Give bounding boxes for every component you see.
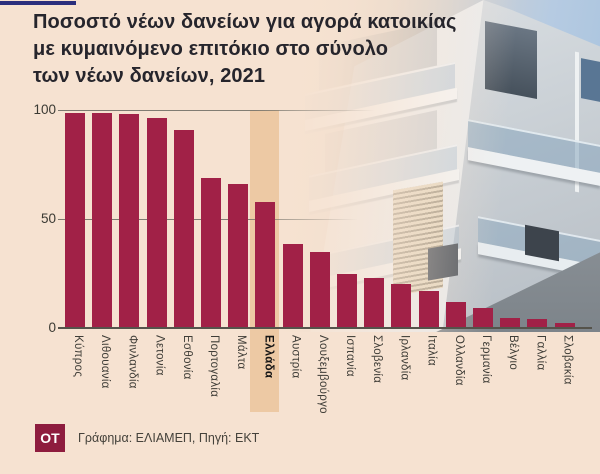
page-title: Ποσοστό νέων δανείων για αγορά κατοικίας… xyxy=(33,9,457,90)
x-axis-label: Ισπανία xyxy=(344,335,356,377)
bar xyxy=(309,251,330,328)
x-axis-label: Λουξεμβούργο xyxy=(316,335,329,414)
x-axis-label: Ελλάδα xyxy=(262,335,275,379)
bar xyxy=(391,284,412,328)
x-axis-label: Λετονία xyxy=(153,335,166,376)
bar xyxy=(445,301,466,328)
y-axis-tick-50: 50 xyxy=(40,211,56,226)
accent-line xyxy=(0,1,76,5)
bar xyxy=(500,318,521,328)
bar xyxy=(201,177,221,328)
x-axis-label: Ολλανδία xyxy=(452,335,465,386)
bar xyxy=(527,319,548,328)
x-axis-label: Ιταλία xyxy=(425,335,438,366)
y-axis-tick-0: 0 xyxy=(48,320,56,335)
bar xyxy=(418,290,439,328)
bar xyxy=(146,117,167,328)
bar xyxy=(228,184,249,328)
bar xyxy=(337,273,357,328)
x-axis-label: Σλοβενία xyxy=(371,335,384,384)
x-axis-label: Εσθονία xyxy=(180,335,193,380)
title-line-2: με κυμαινόμενο επιτόκιο στο σύνολο xyxy=(33,38,389,60)
bar xyxy=(173,129,194,328)
x-axis-label: Ιρλανδία xyxy=(398,335,411,381)
ot-logo: OT xyxy=(35,424,65,452)
x-axis-label: Πορτογαλία xyxy=(208,335,220,398)
x-axis-label: Λιθουανία xyxy=(99,335,112,389)
bar xyxy=(92,113,113,328)
x-axis-label: Φινλανδία xyxy=(126,335,139,389)
bar xyxy=(473,308,493,328)
bar xyxy=(65,113,85,328)
bar xyxy=(364,277,385,328)
x-axis-label: Αυστρία xyxy=(289,335,302,379)
title-line-1: Ποσοστό νέων δανείων για αγορά κατοικίας xyxy=(33,11,457,33)
x-axis-baseline xyxy=(58,327,592,329)
bar xyxy=(119,114,140,328)
x-axis-label: Γαλλία xyxy=(534,335,547,371)
bar xyxy=(255,201,276,328)
y-axis-tick-100: 100 xyxy=(33,102,56,117)
x-axis-label: Σλοβακία xyxy=(561,335,574,385)
bar xyxy=(554,322,575,328)
bar xyxy=(282,244,303,328)
source-text: Γράφημα: ΕΛΙΑΜΕΠ, Πηγή: ΕΚΤ xyxy=(78,431,260,445)
x-axis-label: Μάλτα xyxy=(235,335,248,370)
title-line-3: των νέων δανείων, 2021 xyxy=(33,65,266,87)
x-axis-label: Βέλγιο xyxy=(507,335,520,371)
x-axis-label: Κύπρος xyxy=(72,335,84,378)
x-axis-label: Γερμανία xyxy=(480,335,492,384)
gridline-100 xyxy=(58,110,375,111)
